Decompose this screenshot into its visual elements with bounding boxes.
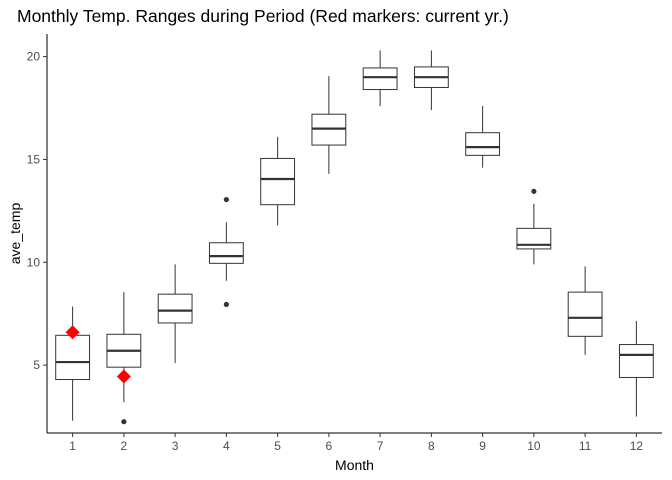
x-axis-title: Month: [335, 457, 374, 473]
x-tick-label: 1: [69, 439, 76, 453]
x-tick-label: 8: [428, 439, 435, 453]
x-tick-label: 9: [479, 439, 486, 453]
x-tick-label: 10: [527, 439, 541, 453]
y-axis-title: ave_temp: [7, 203, 23, 265]
box-iqr: [465, 132, 501, 156]
y-tick-label: 15: [27, 152, 41, 166]
outlier-point: [223, 301, 229, 308]
x-tick-label: 7: [377, 439, 384, 453]
box-iqr: [208, 242, 244, 264]
x-tick-label: 5: [274, 439, 281, 453]
box-month-6: [311, 76, 347, 174]
x-tick-label: 11: [579, 439, 592, 453]
box-month-7: [362, 50, 398, 106]
box-iqr: [618, 344, 654, 378]
y-tick-label: 10: [27, 255, 41, 269]
box-month-12: [618, 320, 654, 417]
box-month-9: [465, 105, 501, 168]
outlier-point: [223, 196, 229, 203]
box-iqr: [567, 291, 603, 337]
box-month-1: [55, 306, 91, 421]
box-month-2: [106, 292, 142, 425]
y-tick-label: 20: [27, 50, 41, 64]
box-iqr: [362, 67, 398, 91]
box-iqr: [157, 293, 193, 324]
box-month-11: [567, 266, 603, 355]
current-year-marker: [116, 369, 131, 384]
chart-title: Monthly Temp. Ranges during Period (Red …: [17, 6, 509, 26]
box-month-5: [260, 136, 296, 226]
box-iqr: [55, 334, 91, 381]
x-tick-label: 12: [630, 439, 644, 453]
y-tick-label: 5: [33, 358, 40, 372]
box-iqr: [260, 157, 296, 206]
x-tick-label: 4: [223, 439, 230, 453]
x-tick-label: 2: [121, 439, 128, 453]
box-month-8: [413, 50, 449, 111]
current-year-marker: [65, 325, 80, 340]
x-tick-label: 3: [172, 439, 179, 453]
plot-area: [55, 50, 654, 425]
box-month-10: [516, 188, 552, 265]
outlier-point: [121, 419, 127, 425]
outlier-point: [531, 188, 537, 194]
box-month-3: [157, 264, 193, 364]
box-month-4: [208, 196, 244, 308]
x-tick-label: 6: [326, 439, 333, 453]
